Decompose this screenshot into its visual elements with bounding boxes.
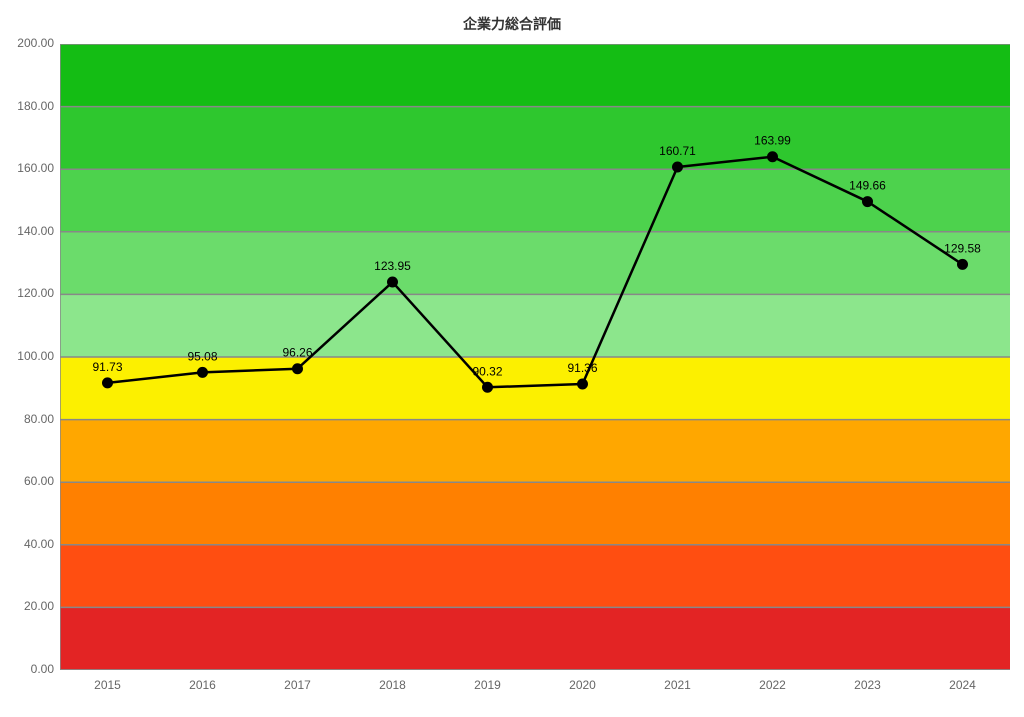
data-label: 96.26	[282, 346, 312, 360]
band	[60, 107, 1010, 170]
data-label: 95.08	[187, 349, 217, 363]
data-label: 129.58	[944, 241, 981, 255]
y-tick-label: 120.00	[17, 286, 54, 300]
band	[60, 357, 1010, 420]
plot-svg: 91.73 95.08 96.26 123.95 90.32 91.36 160.71 163…	[60, 44, 1010, 670]
y-tick-label: 160.00	[17, 161, 54, 175]
band	[60, 232, 1010, 295]
series-marker	[768, 152, 778, 162]
y-tick-label: 180.00	[17, 99, 54, 113]
band	[60, 482, 1010, 545]
x-tick-label: 2016	[173, 678, 233, 692]
y-tick-label: 80.00	[24, 412, 54, 426]
x-tick-label: 2015	[78, 678, 138, 692]
data-label: 163.99	[754, 134, 791, 148]
band	[60, 294, 1010, 357]
series-marker	[863, 197, 873, 207]
band	[60, 44, 1010, 107]
y-tick-label: 140.00	[17, 224, 54, 238]
x-tick-label: 2019	[458, 678, 518, 692]
series-marker	[483, 382, 493, 392]
chart-root: 企業力総合評価 91.73 95.08 96.26 123.95 90.32 91.36 1…	[0, 0, 1024, 717]
x-tick-label: 2024	[933, 678, 993, 692]
data-label: 149.66	[849, 179, 886, 193]
series-marker	[103, 378, 113, 388]
series-marker	[958, 259, 968, 269]
y-tick-label: 100.00	[17, 349, 54, 363]
series-marker	[293, 364, 303, 374]
band	[60, 420, 1010, 483]
data-label: 91.73	[92, 360, 122, 374]
series-marker	[388, 277, 398, 287]
data-label: 91.36	[567, 361, 597, 375]
y-tick-label: 60.00	[24, 474, 54, 488]
series-marker	[198, 367, 208, 377]
y-tick-label: 200.00	[17, 36, 54, 50]
x-tick-label: 2023	[838, 678, 898, 692]
data-label: 123.95	[374, 259, 411, 273]
x-tick-label: 2022	[743, 678, 803, 692]
y-tick-label: 20.00	[24, 599, 54, 613]
plot-area: 91.73 95.08 96.26 123.95 90.32 91.36 160.71 163…	[60, 44, 1010, 670]
x-tick-label: 2017	[268, 678, 328, 692]
y-tick-label: 0.00	[31, 662, 54, 676]
data-label: 160.71	[659, 144, 696, 158]
series-marker	[578, 379, 588, 389]
chart-title: 企業力総合評価	[0, 14, 1024, 34]
x-tick-label: 2020	[553, 678, 613, 692]
x-tick-label: 2018	[363, 678, 423, 692]
series-marker	[673, 162, 683, 172]
data-label: 90.32	[472, 364, 502, 378]
band	[60, 545, 1010, 608]
y-tick-label: 40.00	[24, 537, 54, 551]
x-tick-label: 2021	[648, 678, 708, 692]
band	[60, 607, 1010, 670]
